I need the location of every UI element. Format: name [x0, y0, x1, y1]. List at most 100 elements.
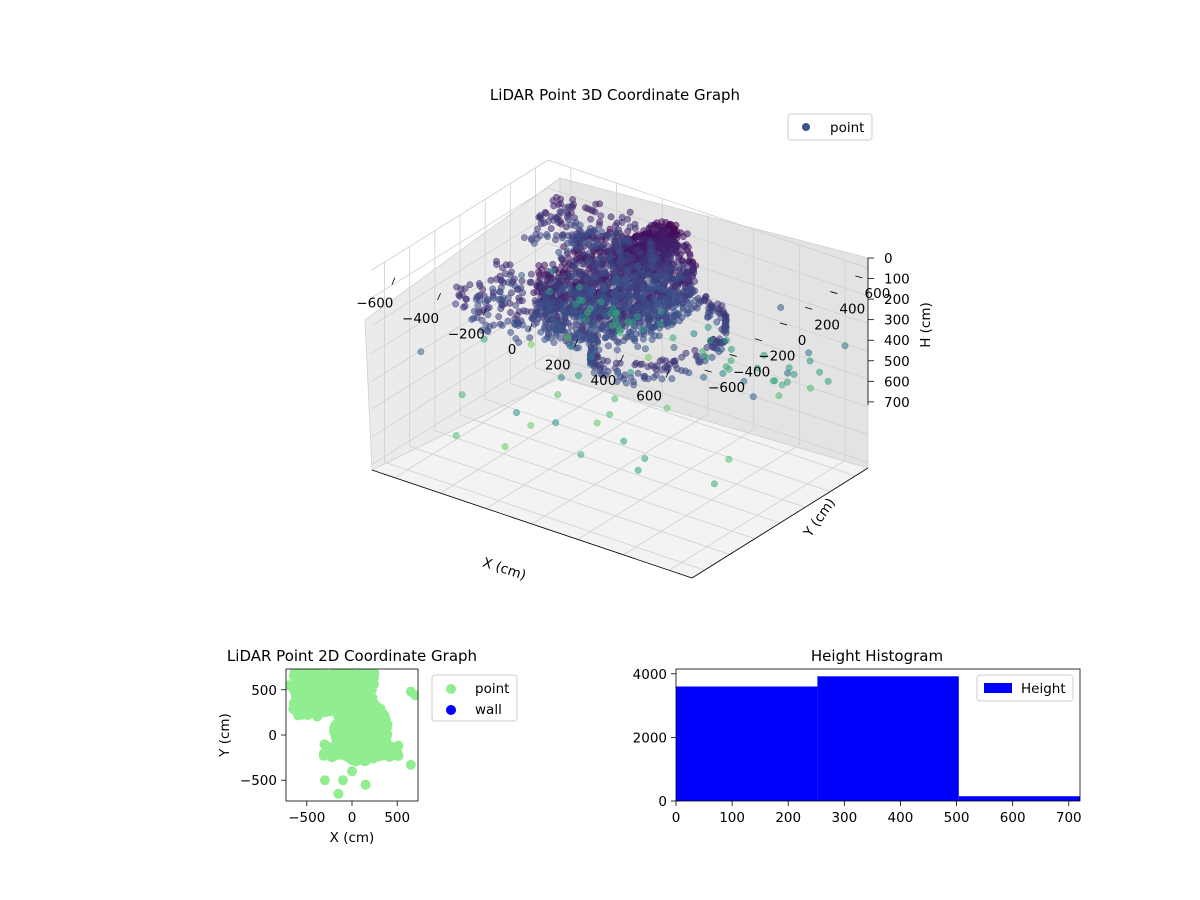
grid-line: [409, 446, 730, 555]
point-3d: [647, 222, 655, 230]
legend-histogram-swatch: [984, 683, 1012, 693]
point-2d: [349, 745, 360, 755]
point-2d: [361, 707, 372, 718]
point-2d: [377, 746, 388, 756]
point-2d: [367, 678, 378, 688]
point-3d: [577, 451, 585, 459]
point-3d: [749, 393, 757, 401]
x-tick-label-3d: 400: [591, 373, 617, 389]
point-3d: [527, 270, 535, 278]
point-3d: [778, 381, 786, 389]
point-2d: [302, 685, 313, 696]
point-3d: [497, 277, 505, 285]
point-3d: [599, 281, 607, 289]
point-3d: [507, 328, 515, 336]
y-tick-label-3d: 200: [814, 317, 840, 333]
point-3d: [690, 330, 698, 338]
point-3d: [769, 377, 777, 385]
point-3d: [584, 250, 592, 258]
x-tick-label-2d: 500: [384, 810, 410, 826]
legend-2d-point-marker: [446, 684, 456, 694]
y-tick-label-2d: 500: [251, 683, 277, 699]
point-3d: [604, 342, 612, 350]
point-3d: [658, 375, 666, 383]
point-2d: [293, 687, 304, 697]
point-3d: [727, 357, 735, 365]
point-3d: [582, 283, 590, 291]
point-3d: [616, 229, 624, 237]
x-axis-label-3d: X (cm): [481, 555, 528, 584]
point-3d: [606, 254, 614, 262]
point-3d: [553, 232, 560, 239]
point-3d: [597, 298, 605, 306]
point-3d: [653, 255, 661, 262]
point-3d: [785, 364, 793, 372]
point-3d: [549, 260, 557, 268]
point-3d: [458, 290, 466, 298]
point-3d: [596, 200, 604, 208]
point-3d: [508, 289, 515, 297]
point-3d: [622, 274, 630, 282]
point-3d: [552, 213, 560, 221]
point-3d: [487, 276, 495, 284]
point-3d: [625, 290, 633, 298]
x-tick-label-3d: 200: [545, 357, 571, 373]
z-tick-label-3d: 200: [884, 292, 910, 308]
point-3d: [581, 204, 589, 212]
legend-2d-point-label: point: [475, 681, 509, 697]
point-3d: [565, 254, 572, 262]
legend-histogram-label: Height: [1021, 681, 1066, 697]
point-3d: [645, 320, 653, 328]
point-3d: [777, 304, 785, 311]
point-3d: [627, 369, 635, 376]
point-3d: [576, 221, 584, 229]
point-3d: [452, 432, 460, 439]
chart-2d: LiDAR Point 2D Coordinate Graph −500−500…: [217, 647, 518, 846]
x-tick-label-3d: −600: [356, 296, 393, 312]
point-3d: [493, 260, 501, 268]
point-2d: [340, 670, 350, 681]
y-tick-3d: [805, 306, 813, 310]
point-3d: [624, 280, 632, 288]
point-2d: [320, 673, 331, 684]
point-3d: [775, 392, 783, 400]
y-axis-label-2d: Y (cm): [217, 713, 233, 758]
point-3d: [719, 369, 727, 377]
point-3d: [644, 353, 652, 361]
point-3d: [586, 305, 594, 312]
point-3d: [640, 235, 648, 243]
x-axis-line: [371, 469, 693, 579]
point-2d: [391, 750, 402, 761]
point-2d: [405, 759, 416, 770]
point-3d: [495, 313, 503, 321]
point-3d: [624, 318, 632, 326]
point-3d: [679, 304, 687, 312]
y-tick-label-histogram: 4000: [633, 667, 667, 683]
point-2d: [360, 779, 371, 790]
point-2d: [330, 739, 341, 750]
point-3d: [624, 303, 632, 310]
point-3d: [702, 293, 710, 300]
point-3d: [559, 284, 567, 292]
point-3d: [452, 300, 460, 308]
x-tick-3d: [391, 277, 396, 285]
y-tick-label-3d: −200: [758, 349, 795, 365]
point-3d: [544, 233, 551, 241]
z-tick-label-3d: 300: [884, 313, 910, 329]
point-3d: [592, 272, 600, 280]
histogram-bars: [676, 676, 1080, 801]
point-3d: [642, 299, 650, 307]
point-3d: [571, 262, 579, 269]
point-3d: [613, 346, 621, 354]
point-3d: [559, 234, 566, 242]
point-3d: [725, 455, 733, 463]
grid-line: [459, 414, 781, 524]
plot-frame-histogram: [675, 668, 1081, 802]
chart-histogram: Height Histogram 0 100 200 300 400 500 600 7000…: [633, 647, 1082, 826]
point-3d: [552, 419, 560, 427]
point-3d: [650, 264, 658, 272]
point-3d: [575, 372, 582, 379]
point-3d: [621, 371, 629, 379]
point-3d: [556, 276, 563, 284]
legend-2d: point wall: [431, 674, 518, 722]
